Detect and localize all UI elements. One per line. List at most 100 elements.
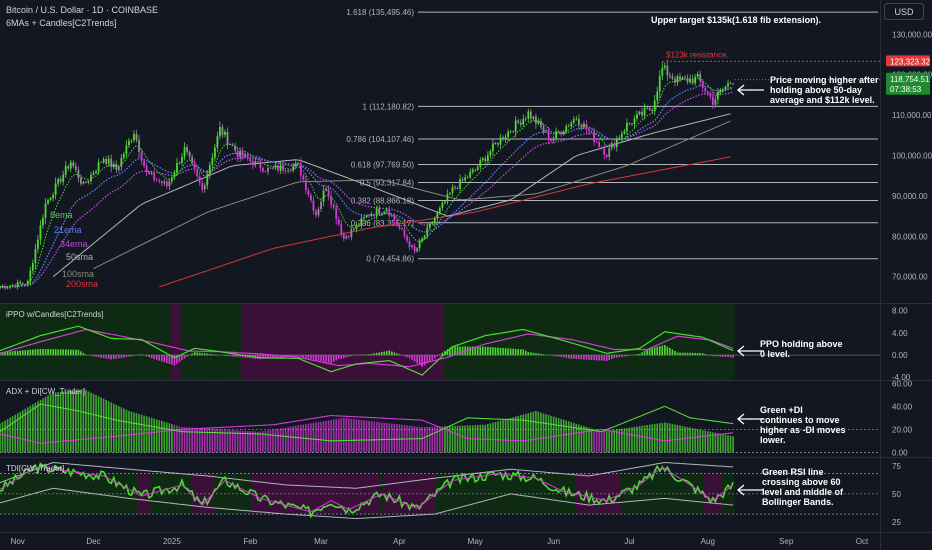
- ppo-zone: [433, 304, 437, 380]
- ppo-zone: [243, 304, 247, 380]
- adx-bar: [618, 429, 621, 453]
- tdi-zone: [413, 473, 417, 515]
- adx-bar: [0, 423, 1, 453]
- currency-button[interactable]: USD: [884, 3, 924, 20]
- adx-bar: [120, 407, 123, 453]
- time-axis-tick-label: Mar: [314, 537, 328, 546]
- ppo-histogram-bar: [694, 352, 696, 356]
- adx-bar: [47, 395, 49, 453]
- ppo-histogram-bar: [610, 355, 613, 360]
- candle-body: [595, 142, 598, 143]
- candle-body: [360, 218, 363, 226]
- ppo-histogram-bar: [709, 355, 712, 356]
- ppo-zone: [367, 304, 371, 380]
- adx-bar: [555, 417, 557, 453]
- ppo-histogram-bar: [671, 349, 674, 356]
- adx-bar: [75, 390, 77, 453]
- ppo-zone: [198, 304, 202, 380]
- tdi-zone: [132, 473, 136, 515]
- adx-bar: [482, 424, 484, 453]
- tdi-zone: [618, 473, 621, 515]
- adx-bar: [441, 426, 444, 453]
- adx-bar: [80, 390, 82, 453]
- candle-body: [110, 158, 113, 168]
- candle-body: [466, 177, 469, 179]
- ppo-histogram-bar: [198, 352, 201, 356]
- ppo-zone: [451, 304, 455, 380]
- adx-bar: [191, 427, 193, 453]
- ppo-zone: [706, 304, 710, 380]
- ppo-zone: [195, 304, 199, 380]
- ppo-histogram-bar: [585, 355, 588, 360]
- ppo-zone: [274, 304, 278, 380]
- adx-bar: [249, 431, 252, 453]
- adx-bar: [4, 420, 6, 453]
- ppo-histogram-bar: [325, 355, 327, 362]
- tdi-zone: [549, 473, 553, 515]
- tdi-zone: [261, 473, 265, 515]
- adx-bar: [14, 414, 16, 453]
- candle-body: [363, 217, 365, 219]
- price-annotation-line: holding above 50-day: [770, 85, 862, 95]
- ppo-zone: [587, 304, 591, 380]
- ppo-zone: [610, 304, 614, 380]
- ppo-zone: [661, 304, 664, 380]
- adx-bar: [628, 427, 631, 453]
- adx-bar: [11, 416, 14, 453]
- adx-bar: [583, 426, 585, 453]
- candle-body: [236, 150, 239, 158]
- tdi-zone: [302, 473, 305, 515]
- adx-bar: [598, 430, 600, 453]
- candle-body: [545, 130, 547, 132]
- ppo-zone: [61, 304, 65, 380]
- ppo-histogram-bar: [461, 346, 464, 356]
- ppo-histogram-bar: [145, 355, 148, 357]
- ppo-zone: [56, 304, 60, 380]
- candle-body: [128, 140, 130, 146]
- candle-body: [408, 240, 411, 248]
- ppo-zone: [231, 304, 235, 380]
- ppo-histogram-bar: [724, 355, 727, 358]
- ppo-zone: [99, 304, 103, 380]
- candle-body: [388, 209, 391, 216]
- ppo-histogram-bar: [4, 351, 6, 356]
- ppo-zone: [115, 304, 118, 380]
- candle-body: [636, 114, 638, 119]
- ma-label-100sma: 100sma: [62, 269, 94, 279]
- tdi-zone: [468, 473, 472, 515]
- candle-body: [603, 148, 606, 155]
- tdi-zone: [529, 473, 533, 515]
- ppo-histogram-bar: [226, 355, 229, 357]
- ppo-zone: [49, 304, 53, 380]
- candle-body: [274, 165, 277, 168]
- adx-bar: [9, 417, 11, 453]
- ppo-zone: [554, 304, 558, 380]
- adx-bar: [383, 422, 386, 453]
- tdi-axis-tick-label: 50: [892, 490, 901, 499]
- ppo-histogram-bar: [229, 355, 231, 357]
- candle-body: [411, 245, 413, 248]
- candle-body: [358, 224, 360, 226]
- ppo-zone: [400, 304, 404, 380]
- candle-body: [385, 209, 388, 212]
- tdi-zone: [610, 473, 614, 515]
- ppo-zone: [375, 304, 379, 380]
- ppo-histogram-bar: [557, 355, 560, 357]
- candle-body: [289, 170, 292, 172]
- ppo-zone: [291, 304, 295, 380]
- ppo-histogram-bar: [562, 355, 565, 358]
- candle-body: [668, 75, 671, 77]
- candle-body: [608, 147, 611, 157]
- adx-bar: [231, 430, 234, 453]
- ppo-histogram-bar: [21, 350, 24, 356]
- adx-bar: [593, 429, 595, 453]
- candle-body: [704, 87, 707, 92]
- candle-body: [626, 123, 628, 132]
- adx-bar: [284, 427, 287, 453]
- ppo-histogram-bar: [310, 355, 312, 359]
- candle-body: [421, 238, 424, 242]
- candle-body: [474, 169, 477, 171]
- tdi-zone: [13, 473, 17, 515]
- ppo-histogram-bar: [641, 352, 643, 356]
